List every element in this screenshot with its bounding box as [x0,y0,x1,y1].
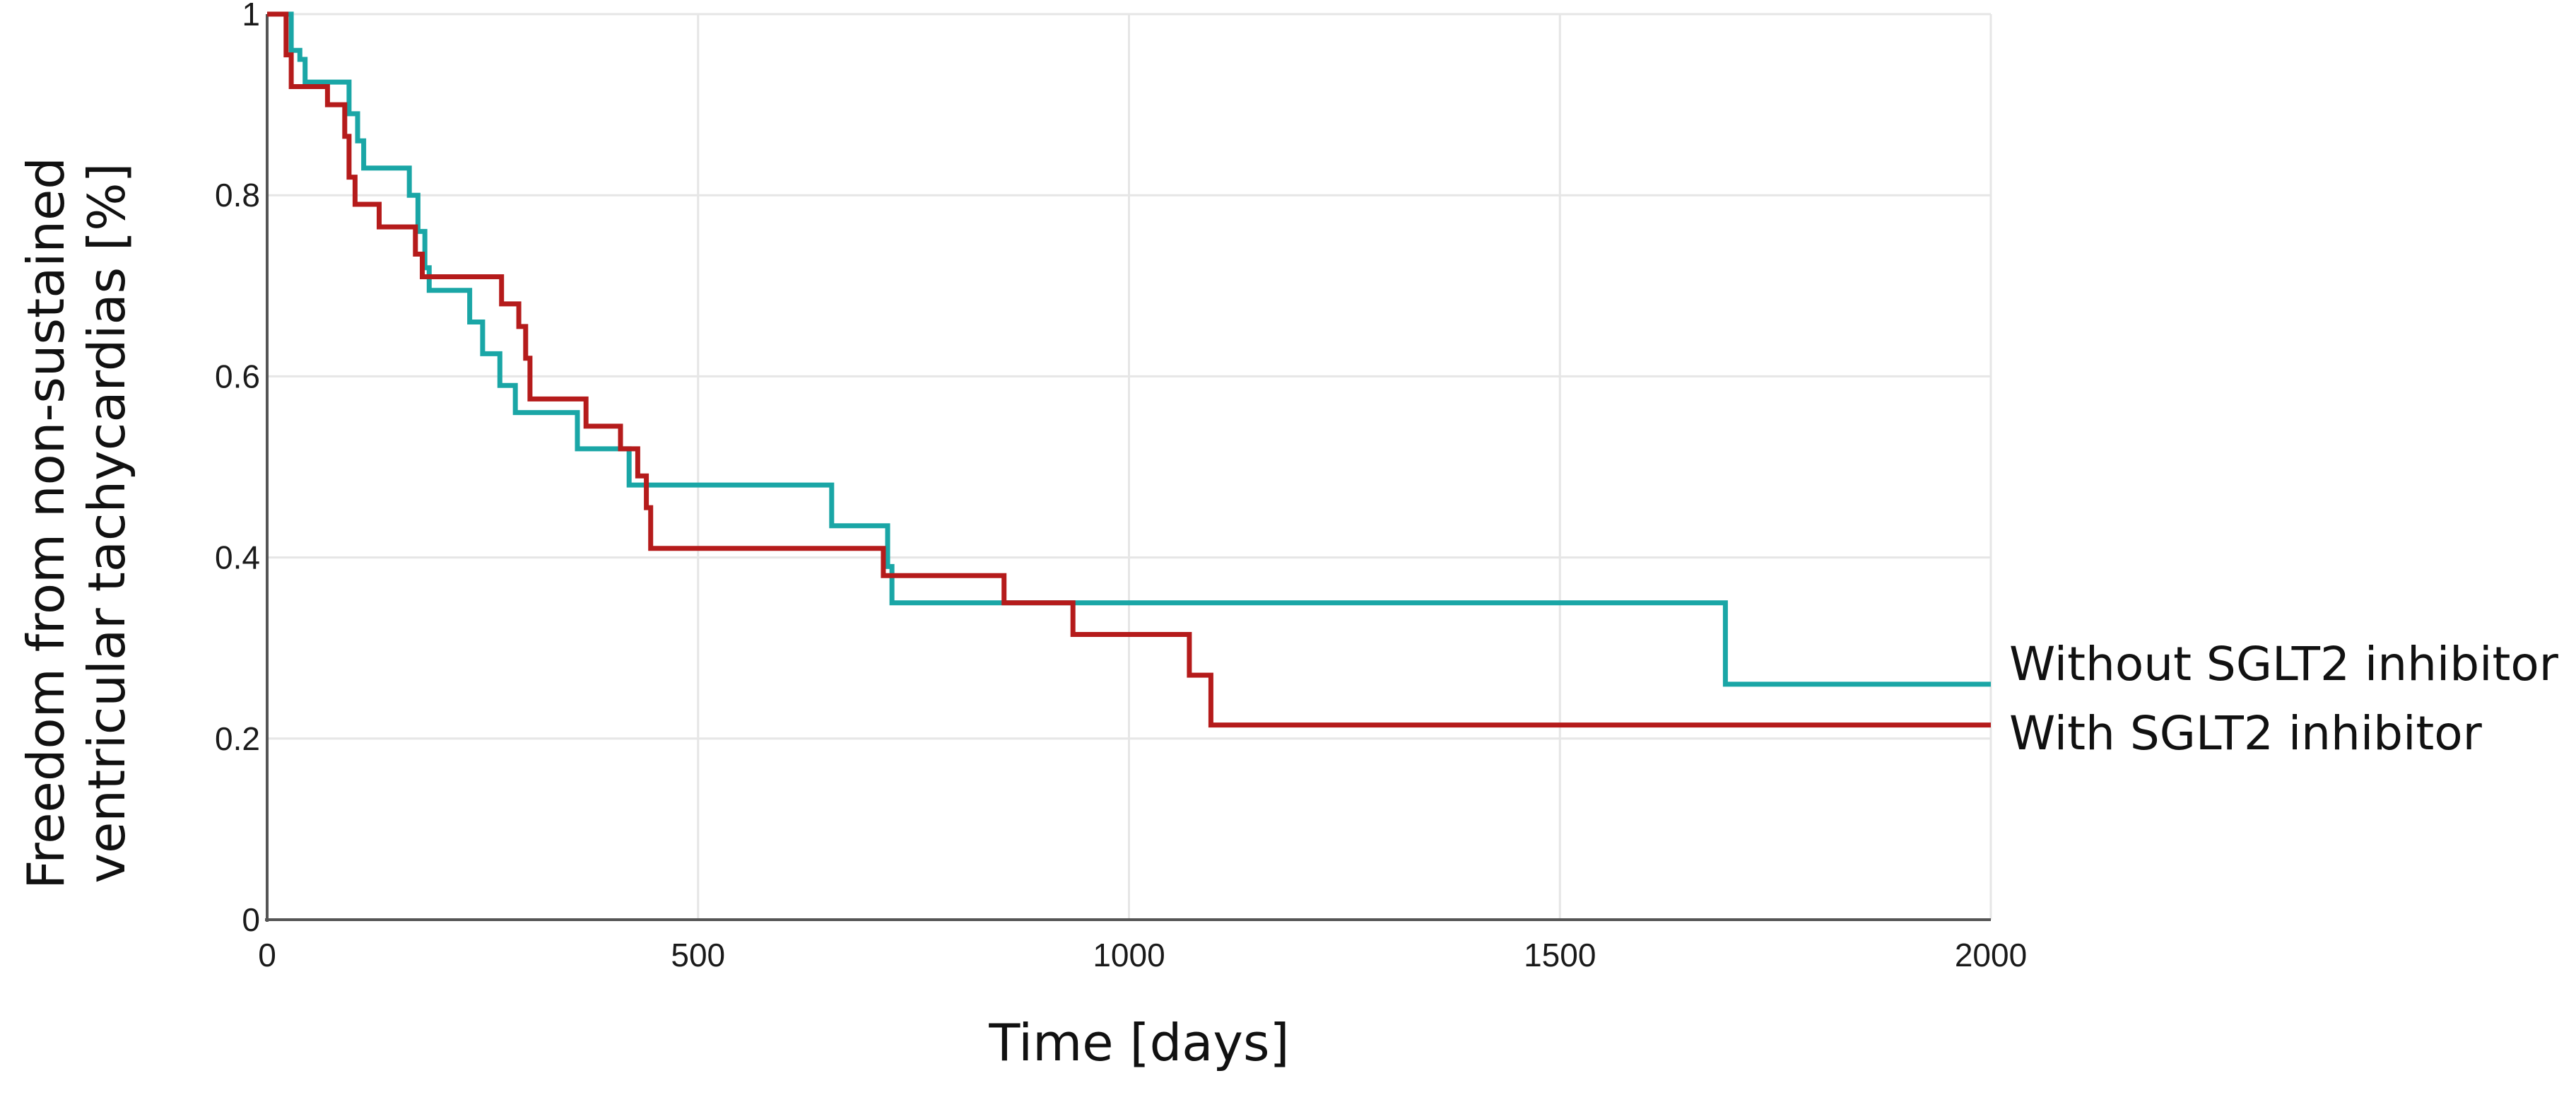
tick-labels: 0 500 1000 1500 2000 0 0.2 0.4 0.6 0.8 1 [215,0,2027,973]
grid [266,13,1992,921]
y-tick-label: 1 [242,0,260,33]
x-tick-label: 0 [258,937,276,973]
y-tick-label: 0.6 [215,358,260,394]
x-tick-label: 500 [671,937,725,973]
x-tick-label: 1500 [1524,937,1596,973]
legend-label-without-sglt2: Without SGLT2 inhibitor [2009,637,2559,691]
x-axis-title: Time [days] [988,1013,1289,1072]
y-tick-label: 0.8 [215,177,260,213]
axes [265,14,1991,922]
series [267,11,1991,728]
y-axis-title-line-2: ventricular tachycardias [%] [77,163,136,883]
x-tick-label: 2000 [1955,937,2027,973]
y-axis-title: Freedom from non-sustained ventricular t… [16,157,136,889]
y-tick-label: 0 [242,901,260,938]
y-axis-title-line-1: Freedom from non-sustained [16,157,76,889]
x-tick-label: 1000 [1093,937,1165,973]
series-line-without-sglt2 [267,11,1991,687]
y-tick-label: 0.4 [215,539,260,576]
legend-label-with-sglt2: With SGLT2 inhibitor [2009,706,2483,761]
series-line-with-sglt2 [267,11,1991,728]
y-tick-label: 0.2 [215,720,260,757]
